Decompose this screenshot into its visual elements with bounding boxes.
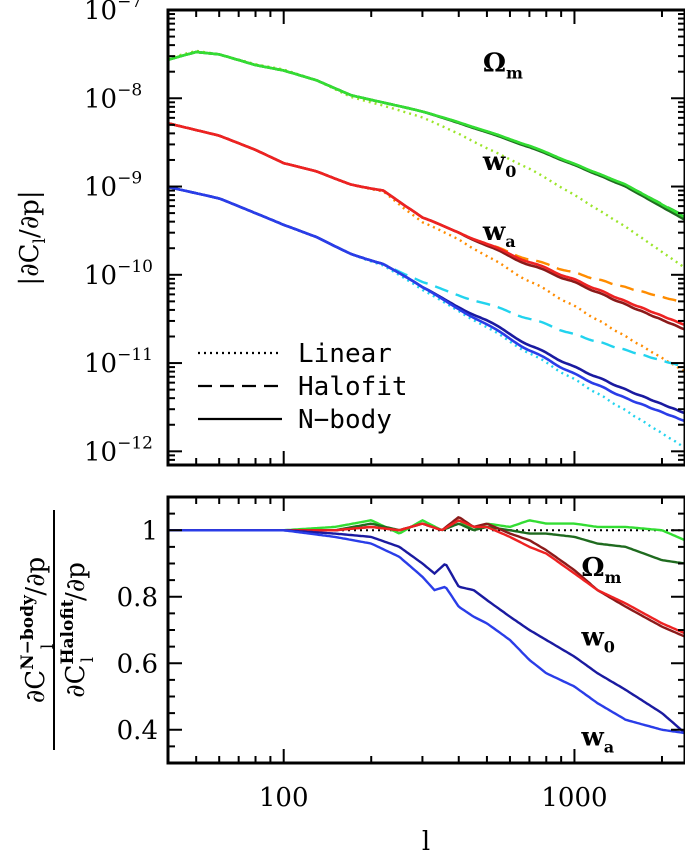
bottom-ticks (167, 496, 685, 764)
top-ticks (167, 9, 685, 466)
ratio-annotation-Ωm: Ωm (581, 553, 621, 587)
ratio-series-wa-4 (168, 529, 685, 735)
ytick-label-−12: 10−12 (84, 433, 153, 467)
bottom-series-group (168, 515, 685, 735)
xtick-label-100: 100 (259, 783, 309, 813)
top-y-axis-label: |∂Cl/∂p| (15, 190, 50, 285)
ratio-annotation-wa: wa (580, 722, 614, 756)
ytick-label-−7: 10−7 (84, 0, 142, 26)
x-tick-labels: 100 1000 (259, 783, 608, 813)
series-Omega_m-dotted-0 (167, 49, 685, 269)
series-wa-dashed-9 (167, 185, 685, 369)
legend-label-solid: N−body (298, 405, 392, 435)
top-plot-frame (166, 8, 685, 467)
series-Omega_m-solid-2 (167, 50, 685, 221)
top-annotations: Ωm w0 wa (482, 49, 523, 252)
top-series-group (167, 49, 685, 449)
series-Omega_m-dashed-1 (167, 50, 685, 218)
ytick-label-−10: 10−10 (84, 257, 153, 291)
xtick-label-1000: 1000 (541, 783, 607, 813)
series-wa-solid-11 (167, 185, 685, 423)
annotation-wa: wa (482, 217, 516, 251)
legend-label-dotted: Linear (298, 339, 392, 369)
series-w0-dotted-4 (167, 122, 685, 373)
bottom-annotations: Ωm w0 wa (580, 553, 621, 757)
ytick-label-−11: 10−11 (84, 345, 153, 379)
ytick-label-0.8: 0.8 (117, 583, 158, 613)
ytick-label-1: 1 (141, 516, 158, 546)
x-axis-label: l (422, 827, 430, 856)
bottom-ytick-labels: 1 0.8 0.6 0.4 (117, 516, 158, 746)
annotation-Ωm: Ωm (483, 49, 523, 83)
ratio-annotation-w0: w0 (580, 623, 615, 657)
annotation-w0: w0 (482, 147, 517, 181)
ytick-label-−8: 10−8 (84, 80, 142, 114)
series-wa-dotted-8 (167, 185, 685, 449)
ylabel-fraction-part: ∂CHalofitl/∂p (58, 562, 98, 698)
ytick-label-0.4: 0.4 (117, 716, 158, 746)
ylabel-fraction-part: ∂CN−bodyl/∂p (18, 557, 58, 703)
top-ytick-labels: 10−7 10−8 10−9 10−10 10−11 10−12 (84, 0, 153, 467)
ytick-label-−9: 10−9 (84, 169, 142, 203)
series-wa-solid-10 (167, 185, 685, 415)
ytick-label-0.6: 0.6 (117, 649, 158, 679)
series-w0-solid-7 (167, 122, 685, 327)
ratio-series-wa-5 (168, 529, 685, 735)
series-w0-solid-6 (167, 122, 685, 331)
series-w0-dashed-5 (167, 122, 685, 305)
legend-label-dashed: Halofit (298, 372, 408, 402)
bottom-plot-frame (166, 495, 685, 765)
series-Omega_m-solid-3 (167, 50, 685, 219)
bottom-y-axis-label: ∂CN−bodyl/∂p∂CHalofitl/∂p (18, 510, 98, 750)
bottom-panel: Ωm w0 wa 1 0.8 0.6 0.4 100 1000 ∂CN−bodyl/∂p∂C… (18, 495, 685, 856)
